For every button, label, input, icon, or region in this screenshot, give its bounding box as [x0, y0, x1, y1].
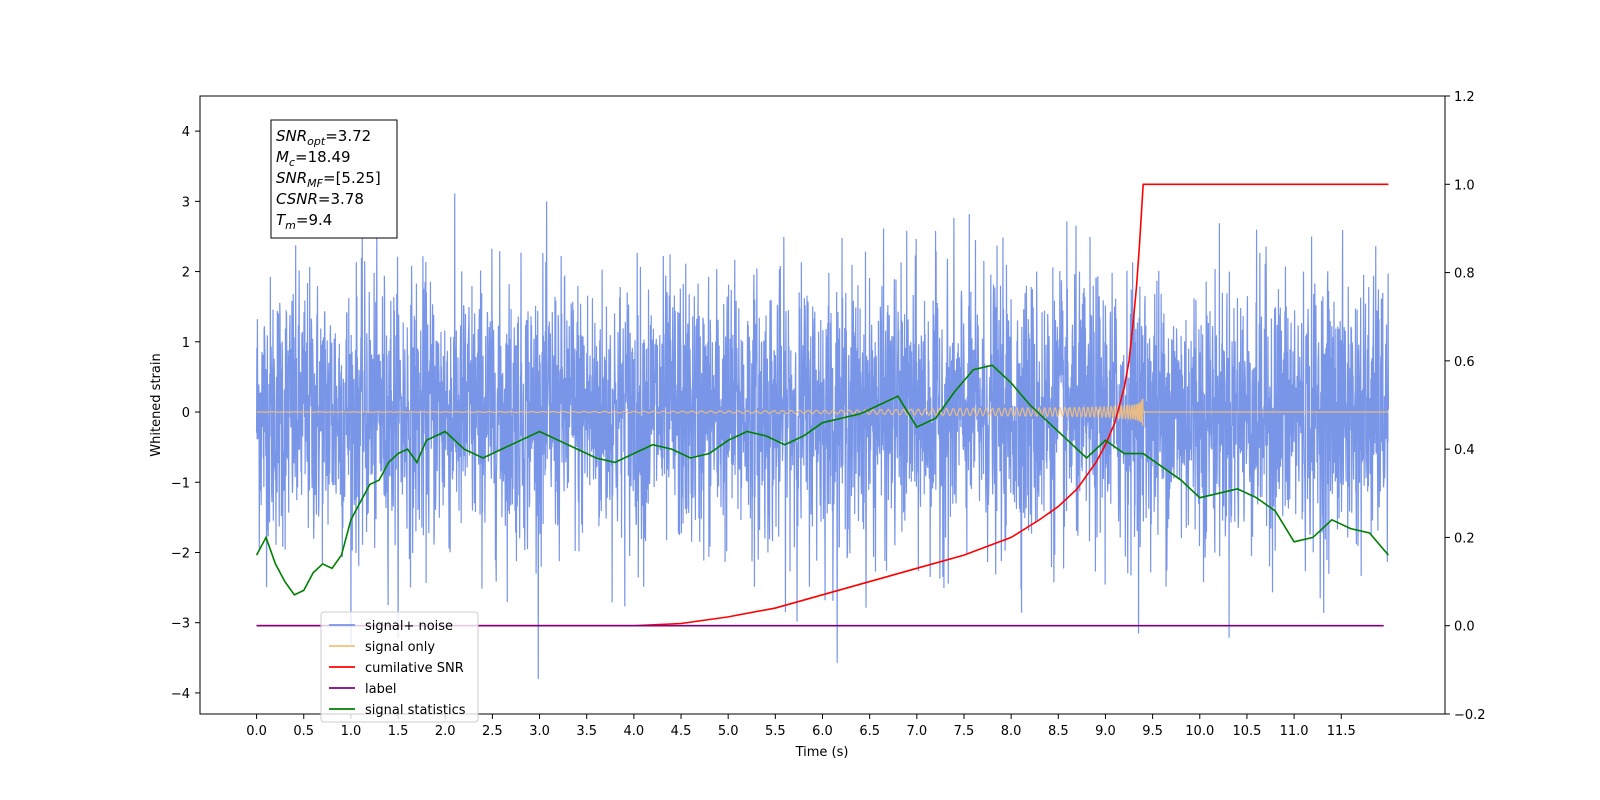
annotation-value: =18.49	[295, 148, 351, 166]
x-tick-label: 11.5	[1327, 724, 1356, 739]
y2-tick-label: 0.0	[1454, 620, 1475, 635]
x-tick-label: 3.0	[529, 724, 550, 739]
y-tick-label: −2	[171, 546, 190, 561]
x-tick-label: 3.5	[576, 724, 597, 739]
annotation-line: Mc=18.49	[276, 148, 351, 169]
x-tick-label: 8.0	[1001, 724, 1022, 739]
y-axis-label: Whitened strain	[149, 353, 164, 456]
x-tick-label: 5.0	[718, 724, 739, 739]
y2-tick-label: 0.2	[1454, 531, 1475, 546]
annotation-value: =3.72	[325, 127, 371, 145]
legend-label-signal-only: signal only	[365, 640, 435, 655]
annotation-value: =[5.25]	[323, 169, 381, 187]
annotation-subscript: MF	[307, 177, 323, 190]
series-signal-only-line	[256, 398, 1389, 426]
series-signal-noise-line	[255, 193, 1390, 679]
annotation-symbol: M	[276, 148, 289, 166]
x-tick-label: 2.5	[482, 724, 503, 739]
annotation-frame	[270, 119, 398, 239]
x-tick-label: 7.0	[906, 724, 927, 739]
annotation-line: CSNR=3.78	[276, 190, 364, 208]
x-tick-label: 0.0	[246, 724, 267, 739]
x-tick-label: 0.5	[293, 724, 314, 739]
annotation-line: Tm=9.4	[276, 211, 332, 232]
y2-tick-label: 0.6	[1454, 355, 1475, 370]
series-cumilative-snr-line	[256, 183, 1389, 627]
annotation-symbol: CSNR	[276, 190, 318, 208]
annotation-line: SNRopt=3.72	[276, 127, 371, 148]
series-signal-statistics-line	[255, 364, 1390, 596]
annotation-value: =9.4	[296, 211, 332, 229]
y-tick-label: 1	[182, 336, 190, 351]
y-tick-label: 3	[182, 195, 190, 210]
x-tick-label: 9.0	[1095, 724, 1116, 739]
x-tick-label: 11.0	[1280, 724, 1309, 739]
annotation-symbol: T	[276, 211, 287, 229]
x-axis-label: Time (s)	[795, 745, 849, 760]
x-tick-label: 1.5	[388, 724, 409, 739]
x-tick-label: 10.5	[1232, 724, 1261, 739]
y2-tick-label: 1.0	[1454, 178, 1475, 193]
annotation-subscript: m	[285, 219, 296, 232]
x-tick-label: 6.0	[812, 724, 833, 739]
y2-tick-label: 0.8	[1454, 267, 1475, 282]
y2-tick-label: −0.2	[1454, 708, 1486, 723]
x-tick-label: 6.5	[859, 724, 880, 739]
x-tick-label: 2.0	[435, 724, 456, 739]
y-tick-label: 0	[182, 406, 190, 421]
legend-label-label: label	[365, 682, 396, 697]
x-tick-label: 1.0	[341, 724, 362, 739]
x-tick-label: 4.0	[624, 724, 645, 739]
x-tick-label: 7.5	[954, 724, 975, 739]
annotation-subscript: c	[289, 156, 295, 169]
y2-tick-label: 1.2	[1454, 90, 1475, 105]
legend-label-signal-statistics: signal statistics	[365, 703, 466, 718]
y2-tick-label: 0.4	[1454, 443, 1475, 458]
annotation-value: =3.78	[318, 190, 364, 208]
y-axis-right: 1.2 1.0 0.8 0.6 0.4 0.2 0.0 −0.2	[1445, 90, 1486, 723]
x-tick-label: 5.5	[765, 724, 786, 739]
x-tick-label: 9.5	[1142, 724, 1163, 739]
legend-label-signal-noise: signal+ noise	[365, 619, 453, 634]
y-tick-label: 4	[182, 125, 190, 140]
x-tick-label: 10.0	[1185, 724, 1214, 739]
x-tick-label: 8.5	[1048, 724, 1069, 739]
y-axis-left: 4 3 2 1 0 −1 −2 −3 −4	[171, 125, 200, 702]
y-tick-label: 2	[182, 266, 190, 281]
stats-annotation-box: SNRopt=3.72Mc=18.49SNRMF=[5.25]CSNR=3.78…	[270, 119, 398, 239]
annotation-symbol: SNR	[276, 127, 307, 145]
annotation-symbol: SNR	[276, 169, 307, 187]
legend-label-cumilative-snr: cumilative SNR	[365, 661, 464, 676]
annotation-line: SNRMF=[5.25]	[276, 169, 381, 190]
legend-frame	[320, 611, 479, 723]
x-axis: 0.0 0.5 1.0 1.5 2.0 2.5 3.0 3.5 4.0 4.5 5.0 5.5 6.0 6…	[246, 714, 1356, 739]
y-tick-label: −4	[171, 687, 190, 702]
y-tick-label: −1	[171, 476, 190, 491]
y-tick-label: −3	[171, 617, 190, 632]
legend: signal+ noise signal only cumilative SNR la…	[320, 611, 479, 723]
annotation-subscript: opt	[307, 135, 326, 148]
x-tick-label: 4.5	[671, 724, 692, 739]
